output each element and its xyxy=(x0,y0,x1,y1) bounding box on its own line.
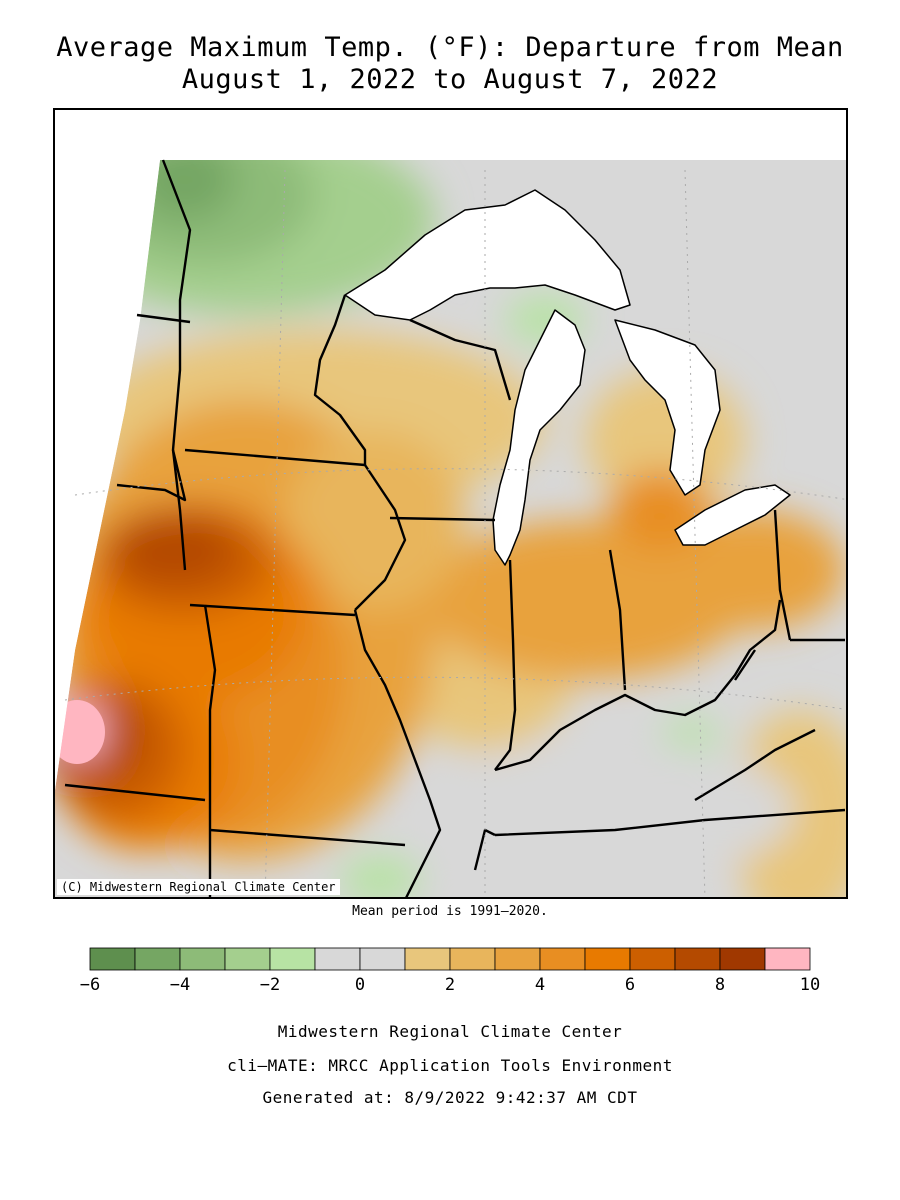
legend-tick-label: −2 xyxy=(260,975,280,995)
legend-bin xyxy=(674,947,721,971)
legend-bin xyxy=(404,947,451,971)
footer-generated-time: Generated at: 8/9/2022 9:42:37 AM CDT xyxy=(262,1088,638,1107)
legend-bin xyxy=(764,947,811,971)
legend-tick-label: 0 xyxy=(355,975,365,995)
color-legend: −6 −4 −2 0 2 4 6 8 10 xyxy=(80,947,820,995)
legend-bin xyxy=(314,947,361,971)
great-lakes xyxy=(344,189,791,566)
legend-bins xyxy=(89,947,811,971)
legend-bin xyxy=(224,947,271,971)
legend-bin xyxy=(719,947,766,971)
map-credit: (C) Midwestern Regional Climate Center xyxy=(57,879,340,895)
legend-tick-label: 6 xyxy=(625,975,635,995)
map-title-line2: August 1, 2022 to August 7, 2022 xyxy=(181,64,719,95)
legend-bin xyxy=(359,947,406,971)
legend-bin xyxy=(629,947,676,971)
legend-tick-label: 4 xyxy=(535,975,545,995)
legend-bin xyxy=(134,947,181,971)
legend-bin xyxy=(449,947,496,971)
legend-bin xyxy=(89,947,136,971)
temperature-departure-map xyxy=(55,110,846,897)
footer-application: cli–MATE: MRCC Application Tools Environ… xyxy=(227,1056,673,1075)
map-title-line1: Average Maximum Temp. (°F): Departure fr… xyxy=(56,32,844,63)
legend-bin xyxy=(539,947,586,971)
legend-bin xyxy=(584,947,631,971)
state-borders xyxy=(64,159,846,897)
legend-tick-label: 10 xyxy=(800,975,820,995)
footer-organization: Midwestern Regional Climate Center xyxy=(277,1022,623,1041)
legend-ticks: −6 −4 −2 0 2 4 6 8 10 xyxy=(80,975,820,995)
legend-bin xyxy=(269,947,316,971)
mean-period-note: Mean period is 1991–2020. xyxy=(352,904,548,919)
legend-tick-label: −6 xyxy=(80,975,100,995)
graticule xyxy=(64,169,846,897)
legend-bin xyxy=(494,947,541,971)
legend-tick-label: 8 xyxy=(715,975,725,995)
legend-tick-label: 2 xyxy=(445,975,455,995)
legend-tick-label: −4 xyxy=(170,975,190,995)
legend-bin xyxy=(179,947,226,971)
map-frame: (C) Midwestern Regional Climate Center xyxy=(53,108,848,899)
